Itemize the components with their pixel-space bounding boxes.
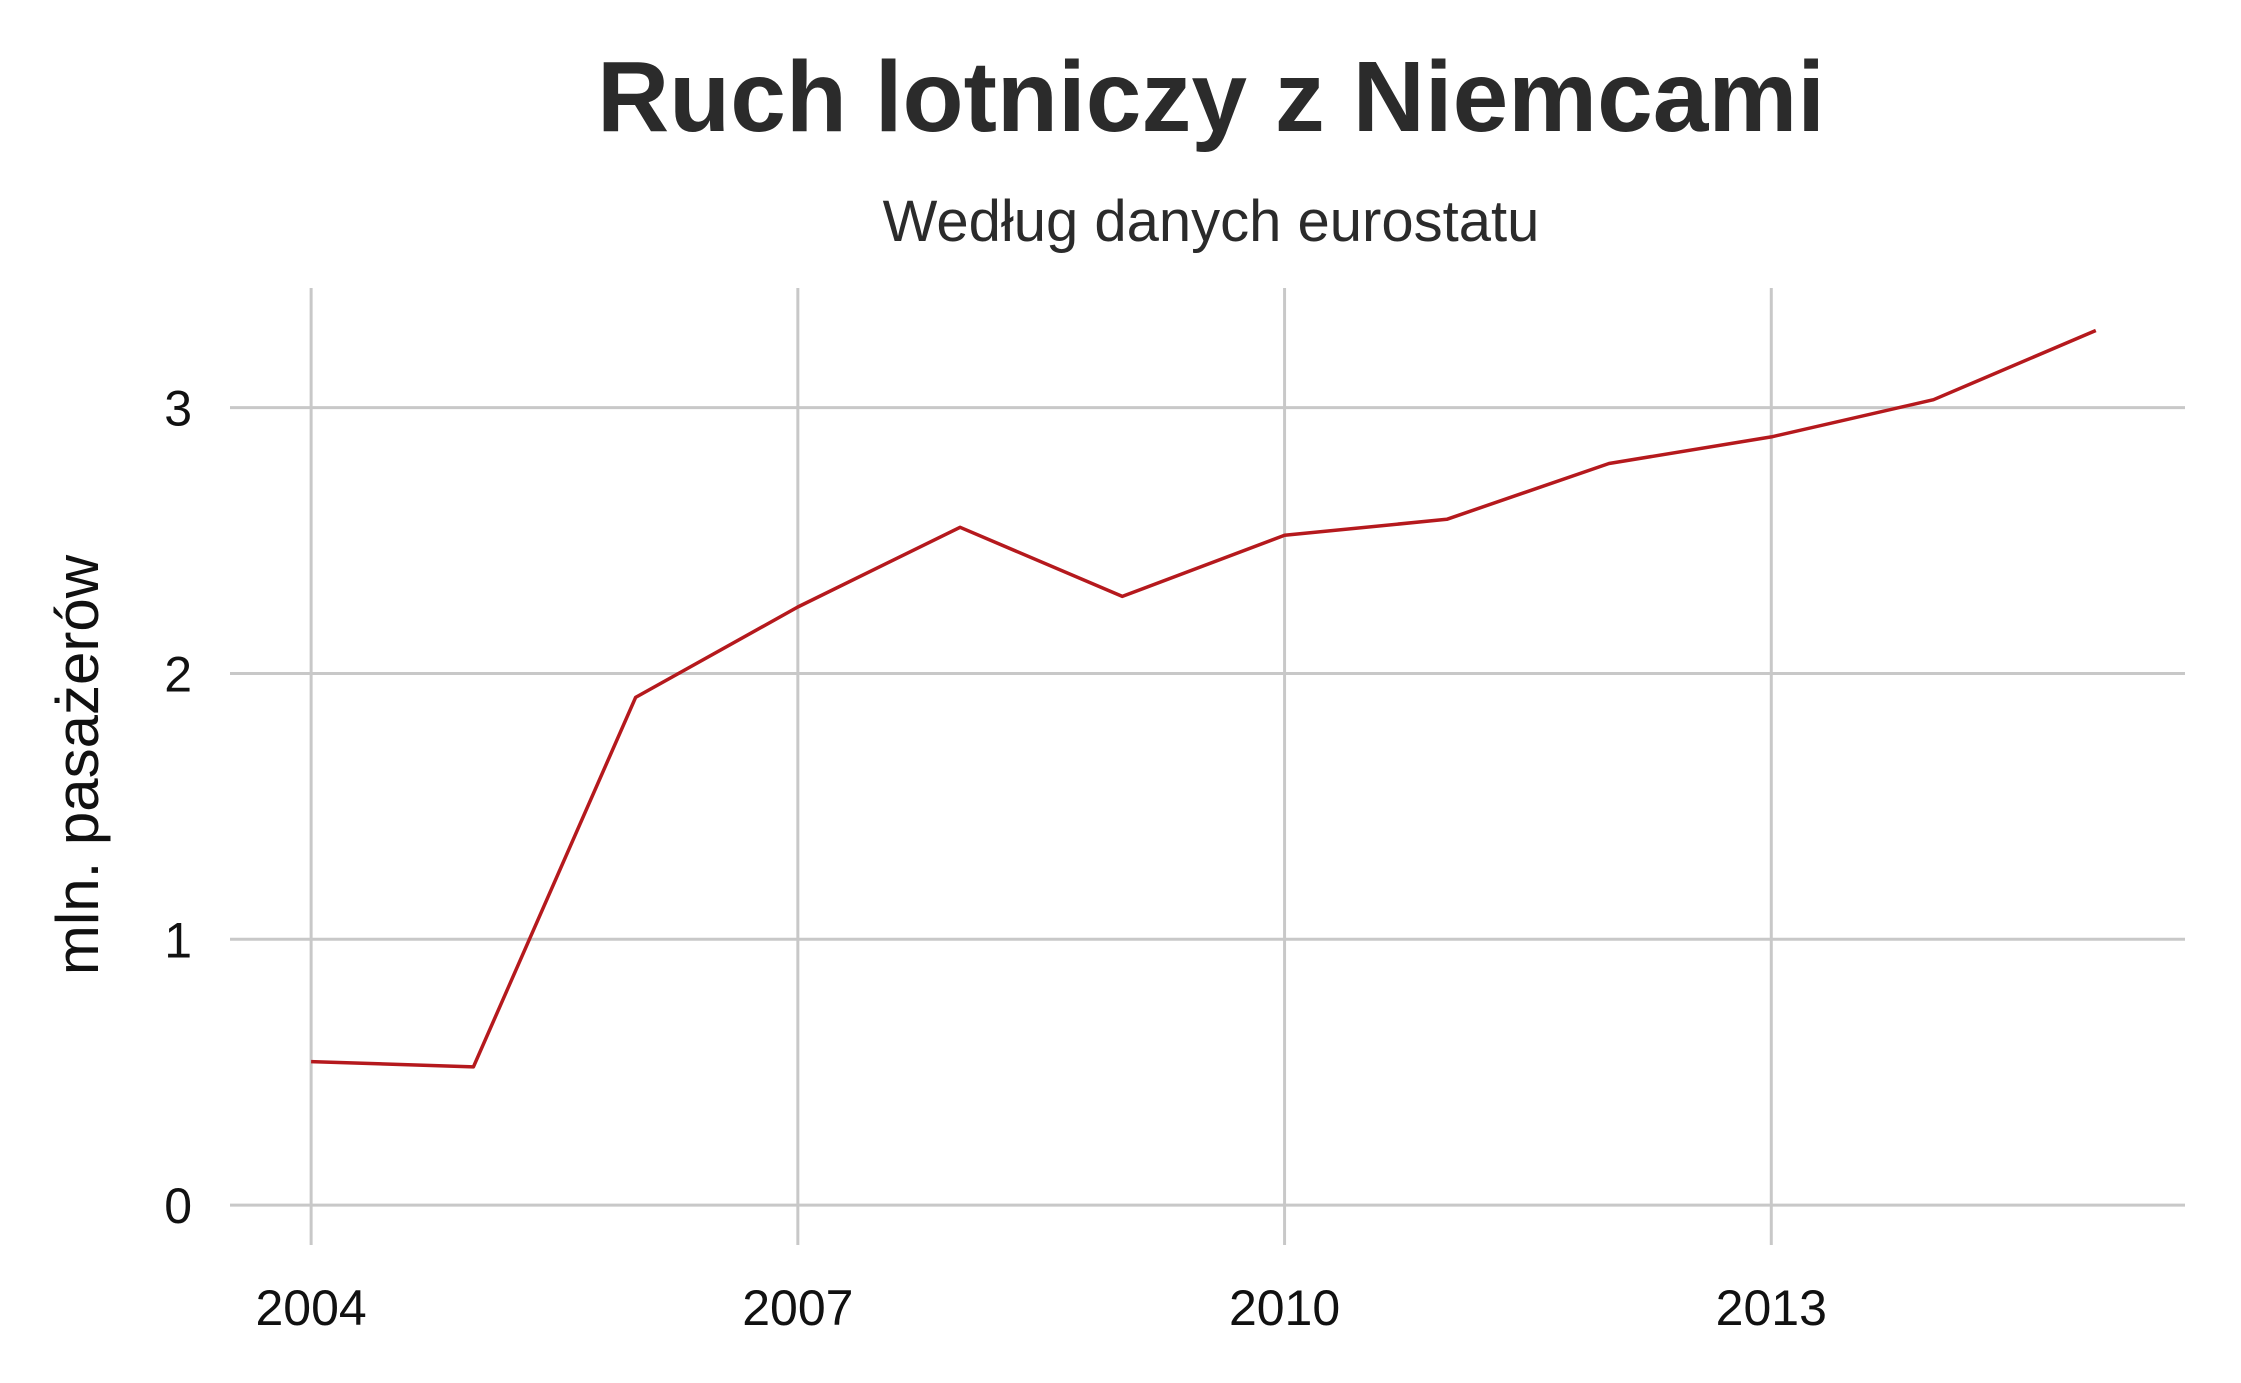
- x-tick-label: 2013: [1716, 1280, 1827, 1336]
- x-tick-label: 2004: [256, 1280, 367, 1336]
- y-tick-label: 1: [164, 912, 192, 968]
- grid: [230, 288, 2185, 1245]
- y-tick-label: 3: [164, 381, 192, 437]
- y-axis: 0 1 2 3: [164, 381, 192, 1235]
- x-tick-label: 2010: [1229, 1280, 1340, 1336]
- chart-title: Ruch lotniczy z Niemcami: [597, 41, 1825, 153]
- y-tick-label: 2: [164, 646, 192, 702]
- chart-subtitle: Według danych eurostatu: [883, 189, 1540, 254]
- y-tick-label: 0: [164, 1178, 192, 1234]
- y-axis-label: mln. pasażerów: [44, 554, 111, 975]
- series-layer: [311, 328, 2097, 1069]
- x-axis: 2004 2007 2010 2013: [256, 1280, 1827, 1336]
- series-line-0: [311, 328, 2097, 1069]
- x-tick-label: 2007: [742, 1280, 853, 1336]
